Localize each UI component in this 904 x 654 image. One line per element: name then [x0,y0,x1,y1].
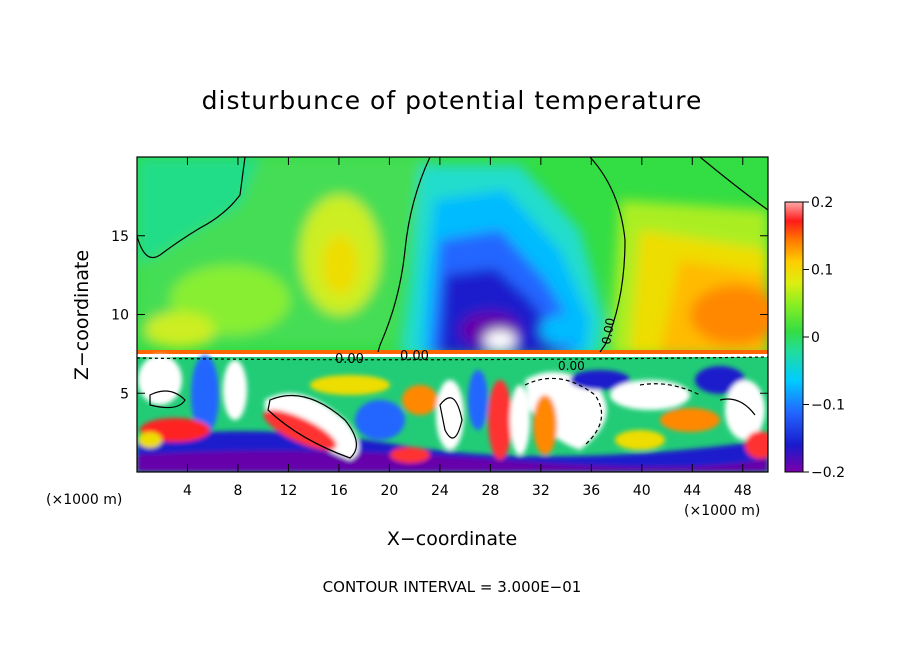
contour-label: 0.00 [599,317,617,346]
contour-interval-note: CONTOUR INTERVAL = 3.000E−01 [322,578,582,596]
x-tick-label: 36 [582,483,600,499]
x-unit-right: (×1000 m) [684,503,761,519]
colorbar-tick-label: −0.2 [811,465,845,481]
x-tick-label: 4 [183,483,192,499]
y-axis-label: Z−coordinate [71,249,93,381]
colorbar-tick-label: −0.1 [811,398,845,414]
x-tick-label: 44 [683,483,701,499]
colorbar-ticks: 0.2 0.1 0 −0.1 −0.2 [803,195,845,481]
y-tick-label: 10 [111,308,129,324]
x-tick-label: 12 [280,483,298,499]
x-tick-label: 28 [481,483,499,499]
y-axis: 5 10 15 [111,229,768,402]
x-tick-label: 20 [380,483,398,499]
contour-label: 0.00 [400,349,429,364]
x-tick-label: 48 [734,483,752,499]
x-axis-label: X−coordinate [386,528,518,550]
temperature-field: 0.00 0.00 0.00 0.00 [137,157,768,472]
colorbar-tick-label: 0.2 [811,195,833,211]
chart-title: disturbunce of potential temperature [201,86,703,115]
x-axis: 4 8 12 16 20 24 28 32 36 40 44 48 [183,157,752,499]
y-tick-label: 15 [111,229,129,245]
x-tick-label: 8 [233,483,242,499]
y-tick-label: 5 [120,386,129,402]
x-unit-left: (×1000 m) [46,492,123,508]
contour-label: 0.00 [558,359,585,373]
colorbar-tick-label: 0 [811,330,820,346]
contour-label: 0.00 [335,352,364,367]
x-tick-label: 16 [330,483,348,499]
colorbar [784,201,804,473]
x-tick-label: 40 [633,483,651,499]
x-tick-label: 24 [431,483,449,499]
colorbar-tick-label: 0.1 [811,263,833,279]
x-tick-label: 32 [532,483,550,499]
